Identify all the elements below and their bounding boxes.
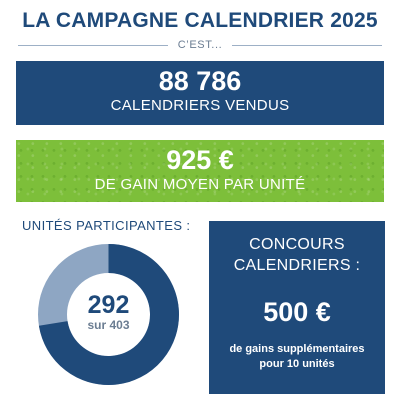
contest-box: CONCOURS CALENDRIERS : 500 € de gains su…	[209, 221, 385, 394]
donut-participating-arc	[38, 244, 179, 385]
average-gain-banner: 925 € DE GAIN MOYEN PAR UNITÉ	[16, 140, 384, 202]
donut-center-label: 292 sur 403	[37, 292, 180, 332]
contest-description-line2: pour 10 unités	[259, 358, 335, 370]
subtitle-rule-right	[232, 44, 382, 46]
calendars-sold-banner: 88 786 CALENDRIERS VENDUS	[16, 61, 384, 125]
total-units-label: sur 403	[87, 318, 130, 332]
subtitle-rule-left	[18, 44, 168, 46]
average-gain-value: 925 €	[166, 145, 234, 175]
contest-description: de gains supplémentaires pour 10 unités	[209, 342, 385, 372]
subtitle-row: C’EST...	[18, 37, 382, 53]
contest-title: CONCOURS CALENDRIERS :	[209, 234, 385, 276]
participating-units-value: 292	[87, 291, 130, 319]
contest-title-line2: CALENDRIERS :	[233, 257, 361, 274]
contest-amount: 500 €	[263, 297, 331, 327]
calendars-sold-value: 88 786	[158, 66, 242, 96]
average-gain-label: DE GAIN MOYEN PAR UNITÉ	[94, 176, 306, 193]
calendars-sold-label: CALENDRIERS VENDUS	[110, 97, 290, 114]
page-title: LA CAMPAGNE CALENDRIER 2025	[22, 9, 378, 32]
participation-donut-chart	[38, 244, 179, 385]
units-heading: UNITÉS PARTICIPANTES :	[22, 218, 191, 233]
contest-description-line1: de gains supplémentaires	[229, 343, 365, 355]
subtitle: C’EST...	[177, 39, 223, 51]
contest-title-line1: CONCOURS	[249, 236, 345, 253]
